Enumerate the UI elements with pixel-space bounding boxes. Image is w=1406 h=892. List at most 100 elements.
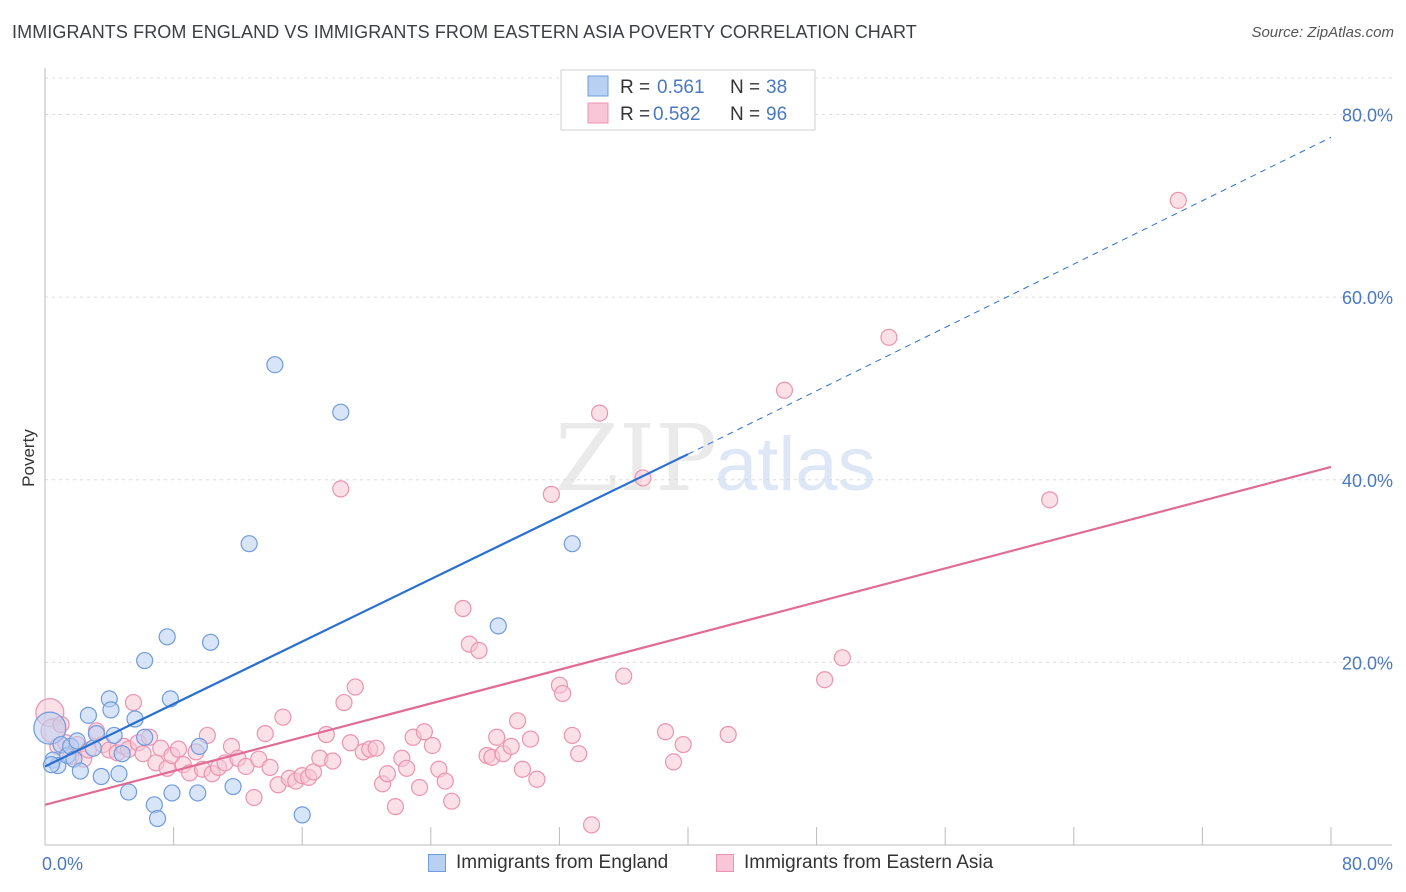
england-point-8 xyxy=(71,762,89,780)
asia-point-96 xyxy=(833,649,851,667)
source-label: Source: ZipAtlas.com xyxy=(1251,24,1394,41)
asia-point-50 xyxy=(332,480,350,498)
asia-point-41 xyxy=(274,708,292,726)
asia-point-56 xyxy=(367,739,385,757)
england-point-1 xyxy=(33,711,67,745)
england-point-18 xyxy=(119,783,138,801)
asia-point-16 xyxy=(124,693,143,712)
england-point-30 xyxy=(224,777,242,796)
y-tick-label: 80.0% xyxy=(1342,106,1393,126)
asia-point-84 xyxy=(563,726,581,745)
legend-label-england: Immigrants from England xyxy=(456,852,669,873)
legend-item-england: Immigrants from England xyxy=(428,852,668,874)
legend-swatch-asia xyxy=(587,102,609,124)
asia-point-74 xyxy=(488,728,506,746)
y-tick-label: 20.0% xyxy=(1342,653,1393,673)
asia-point-58 xyxy=(378,765,396,783)
asia-point-95 xyxy=(816,671,834,689)
asia-point-61 xyxy=(398,759,416,777)
asia-point-67 xyxy=(436,772,454,790)
asia-point-90 xyxy=(656,723,675,741)
asia-point-97 xyxy=(880,328,898,346)
england-point-34 xyxy=(332,403,350,421)
asia-point-79 xyxy=(521,730,540,748)
legend-swatch-asia xyxy=(716,854,734,872)
england-point-16 xyxy=(110,765,128,783)
y-tick-label: 40.0% xyxy=(1342,471,1393,491)
england-point-21 xyxy=(136,651,154,670)
legend-swatch-england xyxy=(587,75,609,97)
watermark-atlas: atlas xyxy=(715,422,876,507)
asia-point-39 xyxy=(261,758,279,776)
asia-point-64 xyxy=(415,723,433,741)
asia-point-81 xyxy=(542,485,560,503)
asia-point-52 xyxy=(341,734,360,752)
asia-point-68 xyxy=(443,792,461,810)
correlation-legend: R = 0.561 N = 38 R = 0.582 N = 96 xyxy=(560,69,816,131)
asia-point-98 xyxy=(1041,491,1059,509)
england-point-9 xyxy=(79,706,98,724)
y-axis-title: Poverty xyxy=(19,429,38,487)
legend-n-england: 38 xyxy=(766,77,787,98)
asia-point-38 xyxy=(256,725,274,743)
watermark: ZIP atlas xyxy=(555,405,876,512)
legend-r-asia: 0.582 xyxy=(653,104,701,125)
england-point-20 xyxy=(136,728,154,746)
legend-swatch-england xyxy=(428,854,446,872)
asia-point-77 xyxy=(509,712,527,730)
england-point-12 xyxy=(92,767,110,786)
x-tick-label-max: 80.0% xyxy=(1342,854,1393,874)
england-point-35 xyxy=(489,617,507,635)
england-point-26 xyxy=(163,784,181,802)
asia-point-69 xyxy=(454,599,472,618)
england-trend-line xyxy=(44,453,689,768)
asia-point-76 xyxy=(502,737,520,755)
asia-point-53 xyxy=(346,678,364,696)
asia-point-99 xyxy=(1169,191,1187,209)
asia-point-63 xyxy=(410,778,429,797)
england-point-17 xyxy=(113,745,131,763)
asia-point-87 xyxy=(590,404,609,422)
asia-point-24 xyxy=(169,740,188,758)
legend-label-asia: Immigrants from Eastern Asia xyxy=(744,852,994,873)
watermark-zip: ZIP xyxy=(555,405,717,512)
asia-point-88 xyxy=(615,667,633,685)
series-legend: Immigrants from England Immigrants from … xyxy=(0,852,1406,880)
series-england-points xyxy=(33,356,581,828)
legend-n-label: N = xyxy=(730,104,760,125)
asia-point-51 xyxy=(335,693,353,712)
legend-n-label: N = xyxy=(730,77,760,98)
england-point-29 xyxy=(201,633,220,651)
england-point-37 xyxy=(42,756,61,774)
chart-title: IMMIGRANTS FROM ENGLAND VS IMMIGRANTS FR… xyxy=(12,22,917,42)
asia-point-80 xyxy=(528,770,546,788)
asia-point-91 xyxy=(664,753,683,771)
england-point-23 xyxy=(148,809,167,828)
england-point-38 xyxy=(68,732,86,750)
legend-r-england: 0.561 xyxy=(657,77,705,98)
asia-point-85 xyxy=(570,745,588,763)
asia-point-71 xyxy=(470,641,488,660)
england-point-36 xyxy=(563,535,581,553)
asia-trend-line xyxy=(44,465,1332,806)
england-point-28 xyxy=(190,737,208,755)
asia-point-83 xyxy=(554,684,572,703)
asia-point-35 xyxy=(237,757,255,776)
england-point-33 xyxy=(293,806,311,824)
england-trend-extension xyxy=(687,136,1332,455)
trend-lines xyxy=(44,136,1332,806)
asia-point-86 xyxy=(582,816,601,834)
tick-labels: 20.0% 40.0% 60.0% 80.0% 0.0% 80.0% xyxy=(42,106,1393,874)
legend-r-label: R = xyxy=(620,104,650,125)
x-tick-label-min: 0.0% xyxy=(42,854,83,874)
asia-point-78 xyxy=(513,760,532,778)
asia-point-49 xyxy=(324,752,342,770)
england-point-24 xyxy=(158,628,176,646)
england-point-14 xyxy=(102,701,120,719)
legend-item-asia: Immigrants from Eastern Asia xyxy=(716,852,993,874)
legend-r-label: R = xyxy=(620,77,650,98)
asia-point-59 xyxy=(386,798,405,816)
england-point-31 xyxy=(240,535,258,553)
grid xyxy=(45,77,1392,663)
